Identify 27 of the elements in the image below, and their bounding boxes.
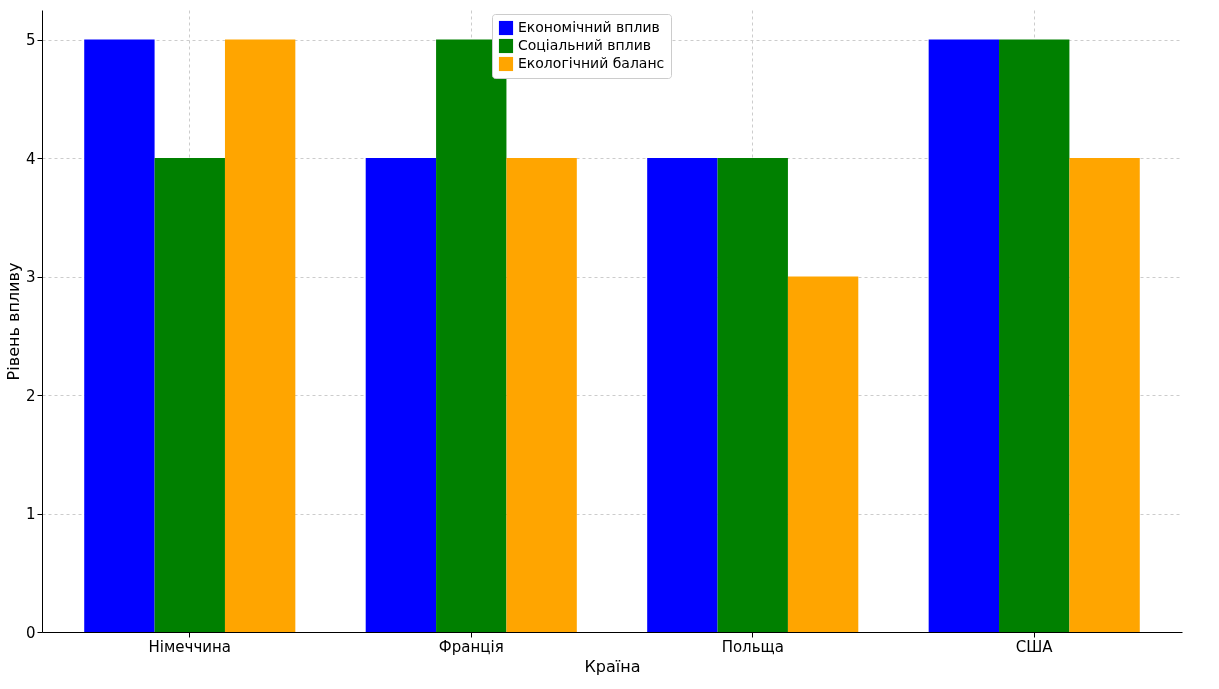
bar (365, 158, 437, 632)
y-tick-label: 1 (25, 505, 36, 524)
bar (84, 39, 155, 632)
y-tick-label: 5 (25, 31, 36, 50)
legend-label: Екологічний баланс (518, 55, 665, 71)
bar (928, 39, 1000, 632)
bar (436, 39, 507, 632)
legend-label: Соціальний вплив (518, 37, 652, 53)
bar (787, 276, 859, 632)
x-tick-label: Польща (721, 637, 784, 656)
bar (647, 158, 718, 632)
y-tick-label: 0 (25, 623, 36, 642)
bar (999, 39, 1070, 632)
x-axis-title: Країна (584, 656, 641, 676)
bar (506, 158, 577, 632)
y-tick-label: 3 (25, 268, 36, 287)
bar (717, 158, 788, 632)
y-axis-title: Рівень впливу (3, 262, 23, 381)
x-tick-label: США (1015, 637, 1054, 656)
x-tick-label: Франція (438, 637, 504, 656)
y-tick-label: 2 (25, 386, 36, 405)
bar (224, 39, 296, 632)
legend-label: Економічний вплив (518, 19, 660, 35)
y-tick-label: 4 (25, 149, 36, 168)
bar (1069, 158, 1140, 632)
bar (154, 158, 225, 632)
x-tick-label: Німеччина (148, 637, 232, 656)
